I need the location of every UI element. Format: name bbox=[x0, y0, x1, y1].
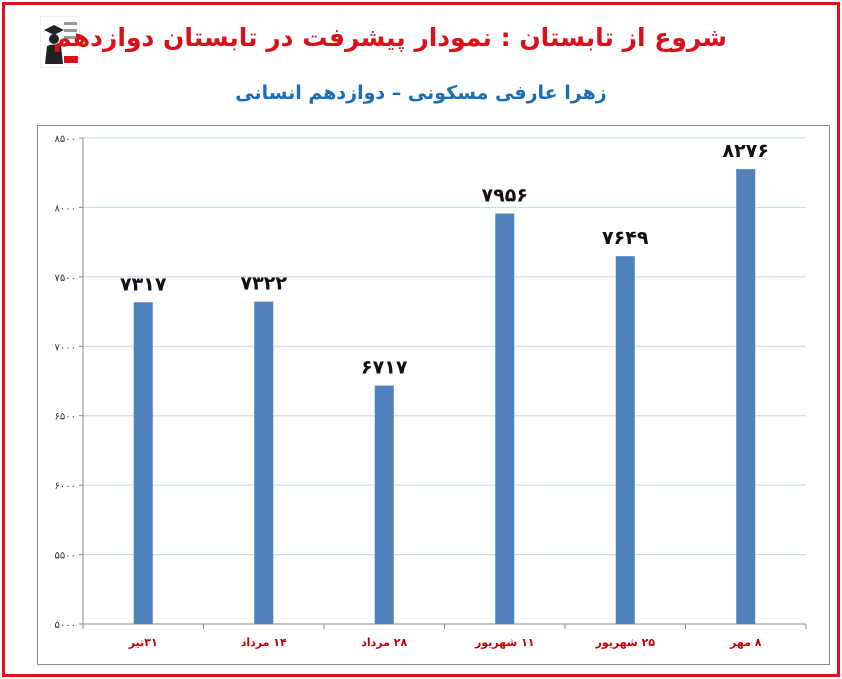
data-label: ۸۲۷۶ bbox=[723, 140, 769, 162]
y-tick-label: ۸۵۰۰ bbox=[55, 134, 76, 145]
data-label: ۷۳۲۲ bbox=[241, 273, 288, 295]
bar bbox=[495, 213, 515, 625]
data-label: ۷۹۵۶ bbox=[482, 185, 528, 207]
y-tick-label: ۶۵۰۰ bbox=[55, 412, 76, 423]
graduate-logo-icon bbox=[40, 16, 80, 68]
page-subtitle: زهرا عارفی مسکونی – دوازدهم انسانی bbox=[235, 82, 607, 104]
bar bbox=[254, 301, 274, 624]
data-label: ۶۷۱۷ bbox=[361, 357, 408, 379]
y-tick-label: ۵۰۰۰ bbox=[55, 620, 76, 631]
x-tick-label: ۸ مهر bbox=[729, 636, 762, 649]
bar bbox=[133, 302, 153, 624]
y-tick-label: ۷۰۰۰ bbox=[55, 342, 76, 353]
data-label: ۷۳۱۷ bbox=[120, 273, 167, 295]
bar-chart: ۵۰۰۰ ۵۵۰۰ ۶۰۰۰ ۶۵۰۰ ۷۰۰۰ ۷۵۰۰ ۸۰۰۰ ۸۵۰۰ ۷۳۱۷ ۳۱تی… bbox=[55, 134, 807, 649]
bar bbox=[615, 256, 635, 624]
bar bbox=[736, 169, 756, 624]
page-title: شروع از تابستان : نمودار پیشرفت در تابست… bbox=[53, 23, 727, 52]
x-tick-label: ۱۴ مرداد bbox=[241, 636, 287, 649]
y-tick-label: ۷۵۰۰ bbox=[55, 273, 76, 284]
data-label: ۷۶۴۹ bbox=[602, 227, 649, 249]
y-tick-label: ۸۰۰۰ bbox=[55, 203, 76, 214]
x-tick-label: ۲۸ مرداد bbox=[361, 636, 407, 649]
x-tick-label: ۲۵ شهریور bbox=[594, 636, 655, 649]
x-tick-label: ۳۱تیر bbox=[128, 636, 158, 649]
bar bbox=[374, 385, 394, 624]
chart-area: ۵۰۰۰ ۵۵۰۰ ۶۰۰۰ ۶۵۰۰ ۷۰۰۰ ۷۵۰۰ ۸۰۰۰ ۸۵۰۰ ۷۳۱۷ ۳۱تی… bbox=[37, 125, 830, 665]
y-tick-label: ۶۰۰۰ bbox=[55, 481, 76, 492]
y-tick-label: ۵۵۰۰ bbox=[55, 551, 76, 562]
x-tick-label: ۱۱ شهریور bbox=[474, 636, 535, 649]
